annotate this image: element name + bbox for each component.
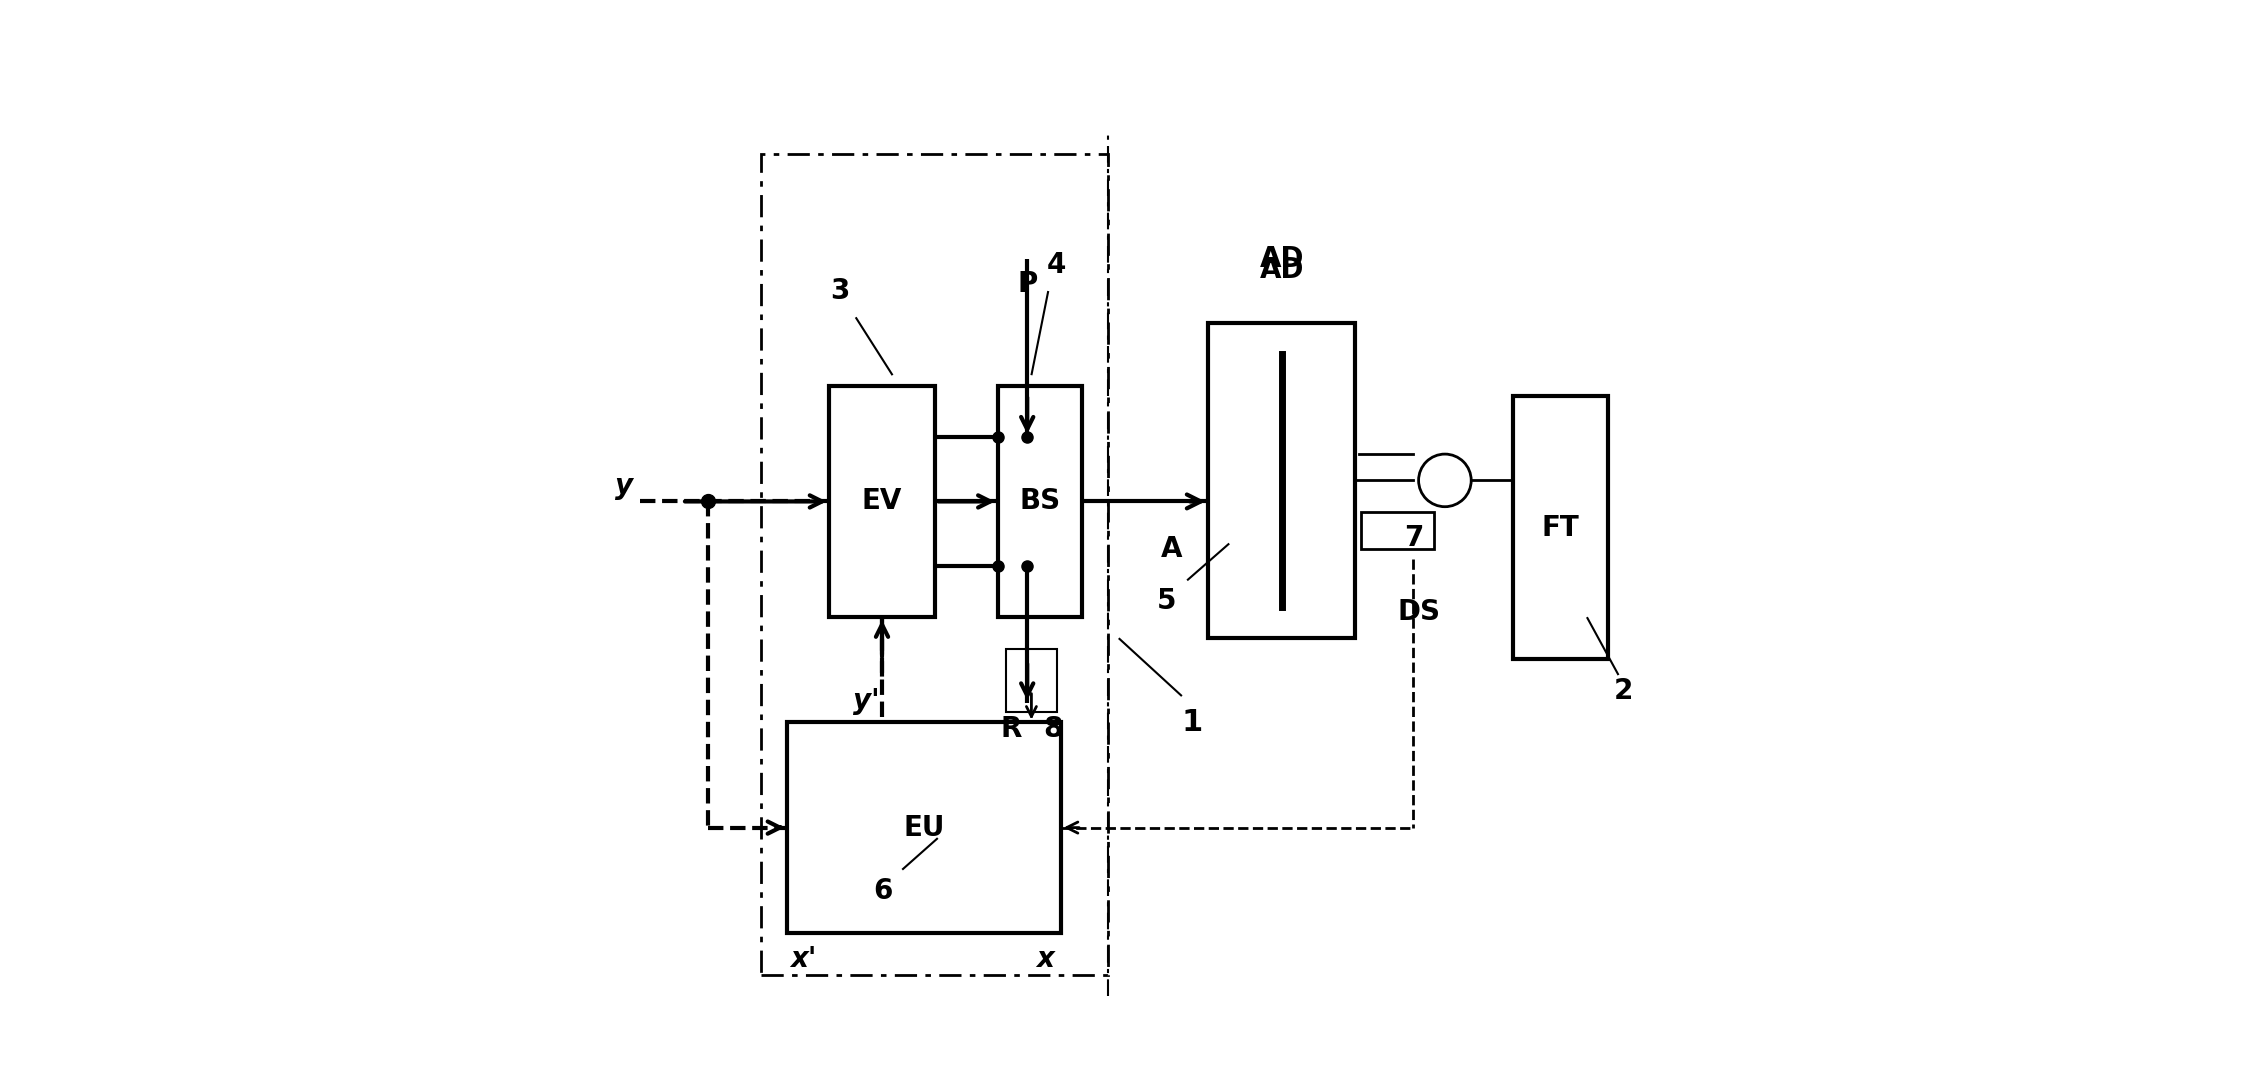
Text: DS: DS [1396, 598, 1441, 626]
Text: 8: 8 [1043, 715, 1061, 743]
Text: EV: EV [861, 487, 901, 516]
Text: AD: AD [1259, 245, 1304, 274]
Text: 2: 2 [1614, 677, 1634, 705]
Text: 3: 3 [830, 277, 850, 305]
Text: 1: 1 [1182, 708, 1203, 737]
Bar [1360, 512, 1434, 549]
Text: x': x' [789, 946, 816, 973]
Text: y: y [616, 471, 634, 500]
Bar [1513, 397, 1607, 659]
Text: BS: BS [1018, 487, 1061, 516]
Bar [762, 155, 1108, 975]
Text: 5: 5 [1155, 587, 1176, 615]
Bar [1207, 323, 1356, 639]
Bar [830, 386, 935, 617]
Text: R: R [1000, 715, 1023, 743]
Text: AD: AD [1259, 256, 1304, 284]
Text: 4: 4 [1048, 251, 1066, 278]
Text: FT: FT [1542, 514, 1580, 542]
Bar [1007, 649, 1057, 712]
Bar [787, 723, 1061, 933]
Text: P: P [1016, 270, 1036, 298]
Text: x: x [1036, 946, 1054, 973]
Text: EU: EU [904, 813, 944, 841]
Text: 6: 6 [874, 876, 892, 905]
Text: A: A [1160, 535, 1182, 563]
Text: 7: 7 [1403, 524, 1423, 552]
Text: y': y' [852, 688, 879, 715]
Bar [998, 386, 1081, 617]
